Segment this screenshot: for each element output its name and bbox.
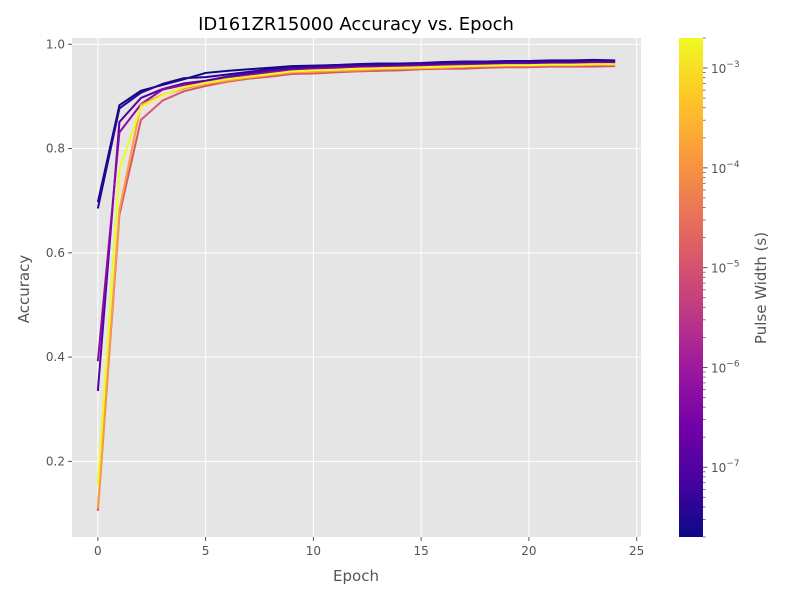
series-line: [96, 60, 616, 392]
x-tick-label: 0: [94, 544, 102, 558]
x-tick-label: 25: [629, 544, 644, 558]
grid-lines: [72, 38, 641, 537]
colorbar-tick-label: 10−5: [711, 260, 740, 276]
colorbar-axis: 10−7 10−6 10−5 10−4 10−3: [703, 37, 740, 538]
y-tick-label: 0.4: [46, 350, 65, 364]
y-axis-label: Accuracy: [15, 255, 33, 324]
y-tick-label: 0.2: [46, 454, 65, 468]
series-line: [96, 63, 616, 485]
colorbar-tick-label: 10−6: [711, 359, 740, 375]
series-line: [96, 65, 616, 512]
y-tick-label: 1.0: [46, 37, 65, 51]
colorbar-tick-label: 10−4: [711, 160, 740, 176]
colorbar: [679, 38, 703, 537]
plot-background: [72, 38, 641, 537]
x-tick-label: 20: [521, 544, 536, 558]
chart-title: ID161ZR15000 Accuracy vs. Epoch: [198, 14, 514, 35]
y-tick-label: 0.8: [46, 142, 65, 156]
x-tick-label: 15: [414, 544, 429, 558]
colorbar-label: Pulse Width (s): [752, 232, 770, 344]
x-axis-label: Epoch: [333, 567, 379, 585]
y-axis: 0.2 0.4 0.6 0.8 1.0: [46, 37, 72, 468]
y-tick-label: 0.6: [46, 246, 65, 260]
series-lines: [96, 58, 616, 512]
colorbar-tick-label: 10−7: [711, 459, 740, 475]
x-tick-label: 10: [306, 544, 321, 558]
series-line: [96, 58, 616, 209]
colorbar-tick-label: 10−3: [711, 60, 740, 76]
x-tick-label: 5: [202, 544, 210, 558]
x-axis: 0 5 10 15 20 25: [94, 537, 644, 558]
